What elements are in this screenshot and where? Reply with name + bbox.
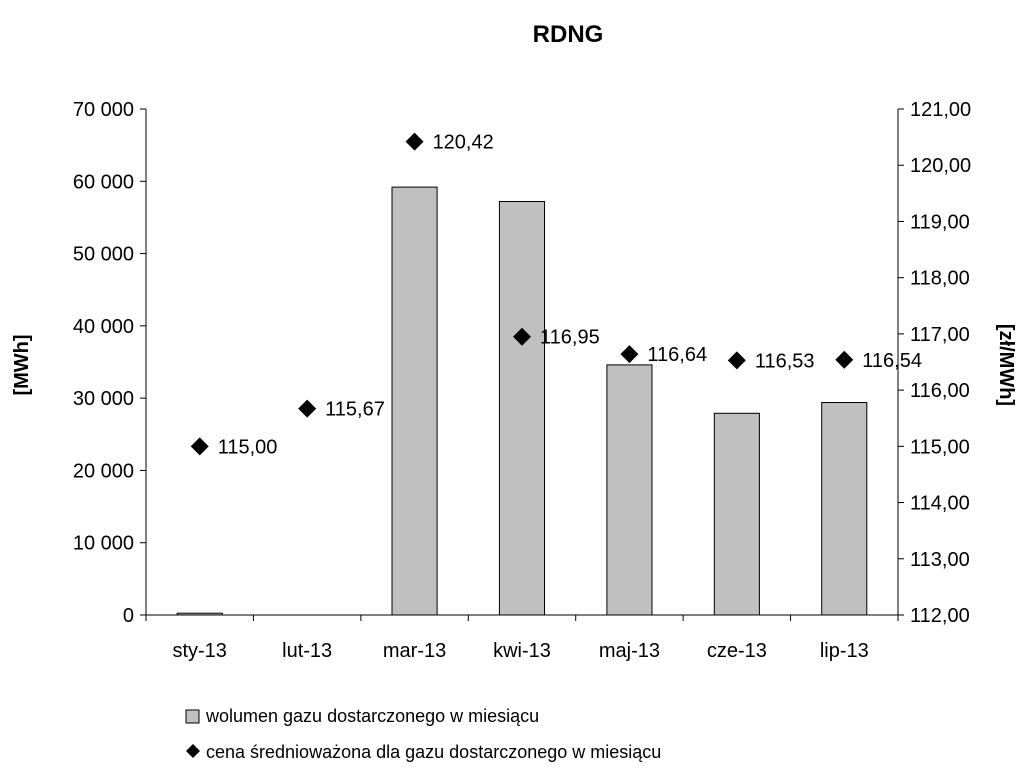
y-tick-label-left: 10 000 [73, 533, 134, 555]
y-tick-label-left: 60 000 [73, 171, 134, 193]
price-data-label: 116,54 [862, 350, 922, 372]
y-tick-label-right: 119,00 [910, 211, 970, 233]
legend: wolumen gazu dostarczonego w miesiącu ce… [185, 706, 661, 762]
x-tick-label: sty-13 [172, 640, 226, 662]
x-tick-label: cze-13 [707, 640, 767, 662]
y-tick-label-right: 115,00 [910, 436, 970, 458]
bar-kwi-13 [498, 201, 545, 616]
x-tick-label: mar-13 [383, 640, 446, 662]
legend-swatch-bar [185, 709, 200, 724]
y-tick-label-left: 30 000 [73, 388, 134, 410]
plot-area: 0 10 000 20 000 30 000 40 000 50 000 60 000 70 … [73, 99, 971, 662]
y-tick-label-right: 112,00 [910, 605, 970, 627]
price-data-label: 120,42 [433, 132, 494, 154]
chart-title: RDNG [533, 21, 604, 48]
y-tick-label-right: 116,00 [910, 380, 970, 402]
price-marker-maj-13 [620, 345, 639, 364]
price-marker-kwi-13 [513, 327, 531, 346]
y-axis-label-right: [zł/MWh] [995, 324, 1017, 406]
y-tick-label-right: 117,00 [910, 324, 970, 346]
legend-label-volume: wolumen gazu dostarczonego w miesiącu [205, 706, 539, 726]
legend-marker-diamond-icon [186, 744, 200, 758]
bar-cze-13 [713, 412, 760, 616]
y-tick-label-left: 40 000 [73, 316, 134, 338]
y-tick-label-right: 118,00 [910, 268, 970, 290]
price-marker-cze-13 [727, 351, 746, 370]
y-tick-label-right: 121,00 [910, 99, 971, 121]
y-tick-label-right: 114,00 [910, 493, 970, 515]
price-marker-lut-13 [298, 399, 317, 418]
y-tick-label-left: 50 000 [73, 244, 134, 266]
legend-label-price: cena średnioważona dla gazu dostarczoneg… [206, 742, 661, 762]
x-tick-label: kwi-13 [493, 640, 551, 662]
bar-mar-13 [391, 186, 438, 616]
price-data-label: 115,00 [218, 436, 278, 458]
price-data-label: 115,67 [325, 399, 385, 421]
bar-maj-13 [606, 364, 653, 616]
y-tick-label-left: 70 000 [73, 99, 134, 121]
x-tick-label: maj-13 [599, 640, 660, 662]
bar-lip-13 [821, 402, 868, 616]
y-tick-label-right: 120,00 [910, 155, 971, 177]
price-marker-mar-13 [405, 132, 424, 151]
y-tick-label-left: 0 [123, 605, 134, 627]
price-marker-sty-13 [190, 437, 209, 456]
price-data-label: 116,64 [647, 344, 707, 366]
price-data-label: 116,95 [540, 327, 600, 349]
x-tick-label: lip-13 [820, 640, 869, 662]
price-data-label: 116,53 [755, 350, 815, 372]
y-tick-label-left: 20 000 [73, 460, 134, 482]
y-axis-label-left: [MWh] [11, 334, 33, 395]
x-tick-label: lut-13 [282, 640, 332, 662]
price-marker-lip-13 [835, 350, 854, 369]
y-tick-label-right: 113,00 [910, 549, 970, 571]
